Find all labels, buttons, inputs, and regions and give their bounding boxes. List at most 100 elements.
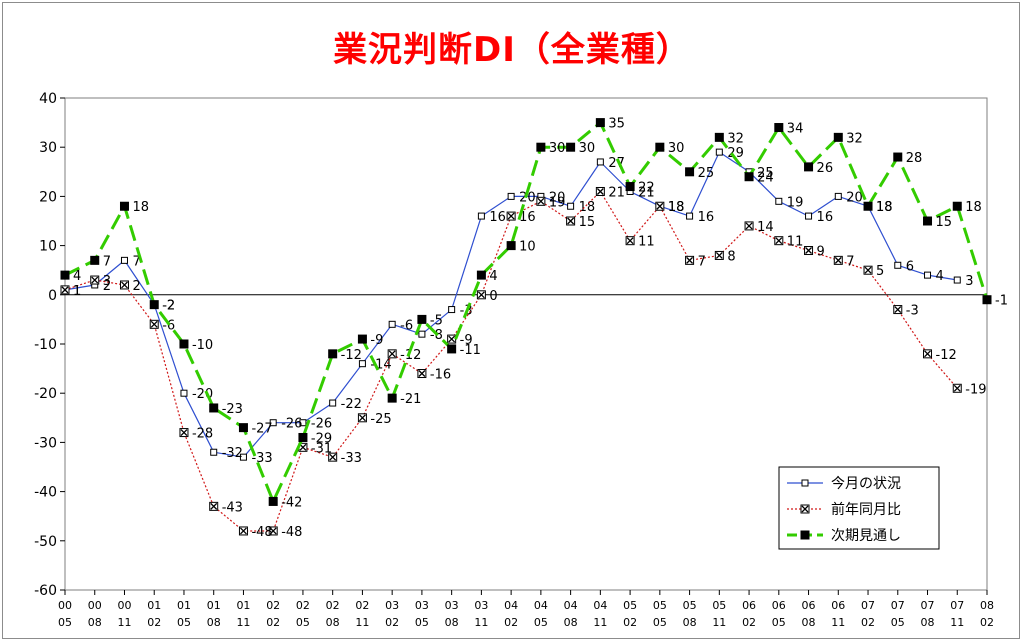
x-tick-label-month: 08: [326, 616, 340, 629]
point-marker-cross: [775, 237, 783, 245]
point-marker-cross: [686, 256, 694, 264]
data-label: -48: [251, 525, 272, 540]
data-label: 9: [817, 245, 825, 260]
x-tick-label-year: 06: [742, 599, 756, 612]
point-marker: [982, 295, 992, 305]
data-label: 19: [787, 195, 804, 210]
point-marker-cross: [715, 251, 723, 259]
x-tick-label-month: 11: [950, 616, 964, 629]
data-label: 15: [936, 215, 953, 230]
point-marker: [477, 212, 485, 220]
point-marker: [476, 270, 486, 280]
x-tick-label-month: 05: [772, 616, 786, 629]
x-tick-label-year: 02: [296, 599, 310, 612]
point-marker: [120, 256, 128, 264]
x-tick-label-month: 02: [385, 616, 399, 629]
data-label: -27: [251, 422, 272, 437]
point-marker: [448, 306, 456, 314]
data-label: 16: [698, 210, 715, 225]
point-marker: [239, 453, 247, 461]
x-tick-label-year: 01: [177, 599, 191, 612]
data-label: 15: [579, 215, 596, 230]
x-tick-label-month: 02: [861, 616, 875, 629]
point-marker: [775, 197, 783, 205]
x-tick-label-month: 08: [683, 616, 697, 629]
data-label: 7: [103, 254, 111, 269]
point-marker: [595, 118, 605, 128]
point-marker-cross: [745, 222, 753, 230]
point-marker: [596, 158, 604, 166]
point-marker-cross: [924, 350, 931, 358]
point-marker-cross: [953, 384, 961, 392]
point-marker: [180, 389, 188, 397]
x-tick-label-year: 01: [207, 599, 221, 612]
point-marker: [329, 399, 337, 407]
x-tick-label-month: 11: [474, 616, 488, 629]
point-marker-cross: [388, 350, 396, 358]
point-marker: [744, 172, 754, 182]
point-marker: [507, 192, 515, 200]
data-label: 32: [727, 131, 744, 146]
x-tick-label-month: 11: [831, 616, 845, 629]
data-label: 30: [579, 141, 596, 156]
data-label: 7: [132, 254, 140, 269]
x-tick-label-year: 01: [236, 599, 250, 612]
point-marker: [655, 142, 665, 152]
data-label: 26: [817, 161, 834, 176]
y-tick-label: 20: [39, 189, 57, 205]
point-marker: [953, 276, 961, 284]
point-marker: [804, 162, 814, 172]
data-label: 20: [846, 190, 863, 205]
point-marker: [179, 339, 189, 349]
x-tick-label-month: 05: [58, 616, 72, 629]
data-label: 28: [906, 151, 923, 166]
x-tick-label-year: 04: [504, 599, 518, 612]
point-marker: [328, 349, 338, 359]
x-tick-label-year: 02: [266, 599, 280, 612]
data-label: 20: [519, 190, 536, 205]
data-label: -11: [460, 343, 481, 358]
point-marker-cross: [448, 335, 456, 343]
point-marker-cross: [596, 188, 604, 195]
point-marker: [686, 212, 694, 220]
x-tick-label-year: 05: [623, 599, 637, 612]
x-tick-label-month: 08: [207, 616, 221, 629]
data-label: -28: [192, 427, 213, 442]
x-tick-label-year: 08: [980, 599, 994, 612]
data-label: 24: [757, 171, 774, 186]
data-label: -48: [281, 525, 302, 540]
point-marker: [801, 479, 809, 487]
point-marker: [715, 148, 723, 156]
point-marker: [805, 212, 813, 220]
point-marker: [506, 241, 516, 251]
data-label: -9: [460, 333, 473, 348]
x-tick-label-month: 05: [415, 616, 429, 629]
data-label: 18: [668, 200, 685, 215]
data-label: 8: [727, 249, 735, 264]
data-label: 22: [638, 181, 655, 196]
data-label: -31: [311, 441, 332, 456]
legend-label: 次期見通し: [831, 528, 901, 544]
point-marker-cross: [834, 256, 842, 264]
data-label: -32: [222, 446, 243, 461]
data-label: -33: [251, 451, 272, 466]
x-tick-label-month: 05: [296, 616, 310, 629]
data-label: 30: [549, 141, 566, 156]
data-label: -2: [162, 299, 175, 314]
data-label: 2: [132, 279, 140, 294]
point-marker: [149, 300, 159, 310]
x-tick-label-year: 04: [593, 599, 607, 612]
data-label: -12: [400, 348, 421, 363]
x-tick-label-year: 06: [831, 599, 845, 612]
y-tick-label: -50: [34, 534, 57, 550]
data-label: 35: [608, 117, 625, 132]
point-marker-cross: [477, 291, 485, 299]
x-tick-label-month: 11: [117, 616, 131, 629]
point-marker: [299, 419, 307, 427]
data-label: -33: [341, 451, 362, 466]
point-marker: [893, 152, 903, 162]
data-label: 18: [579, 200, 596, 215]
legend-label: 今月の状況: [831, 476, 901, 492]
y-tick-label: -10: [34, 337, 57, 353]
data-label: 16: [817, 210, 834, 225]
